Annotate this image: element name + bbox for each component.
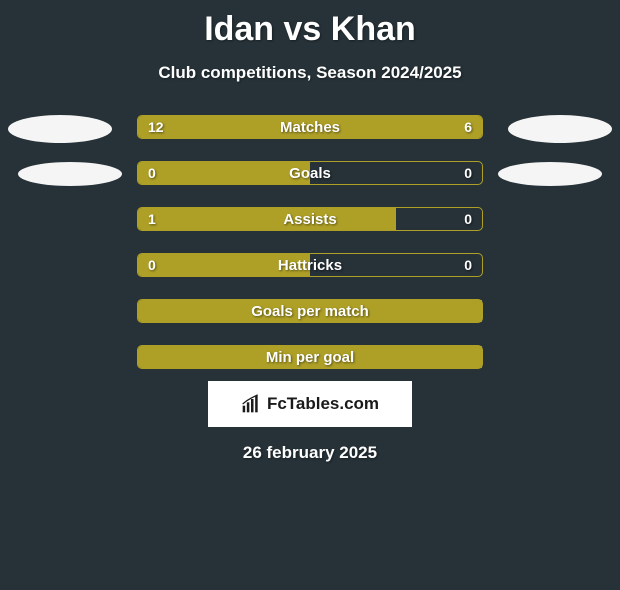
comparison-chart: Matches126Goals00Assists10Hattricks00Goa… <box>0 115 620 369</box>
stat-row: Hattricks00 <box>137 253 483 277</box>
stat-value-right: 6 <box>464 119 472 135</box>
bar-left <box>138 300 482 322</box>
bar-left <box>138 254 310 276</box>
stat-rows: Matches126Goals00Assists10Hattricks00Goa… <box>137 115 483 369</box>
bar-left <box>138 208 396 230</box>
stat-value-left: 0 <box>148 257 156 273</box>
player-right-avatar-1 <box>508 115 612 143</box>
stat-row: Min per goal <box>137 345 483 369</box>
bar-left <box>138 162 310 184</box>
logo-box: FcTables.com <box>208 381 412 427</box>
stat-row: Assists10 <box>137 207 483 231</box>
stat-row: Matches126 <box>137 115 483 139</box>
stat-row: Goals per match <box>137 299 483 323</box>
player-left-avatar-2 <box>18 162 122 186</box>
stat-value-right: 0 <box>464 165 472 181</box>
stat-value-right: 0 <box>464 257 472 273</box>
player-right-avatar-2 <box>498 162 602 186</box>
stat-row: Goals00 <box>137 161 483 185</box>
stat-value-right: 0 <box>464 211 472 227</box>
date-label: 26 february 2025 <box>0 443 620 463</box>
logo-text: FcTables.com <box>267 394 379 414</box>
stat-value-left: 0 <box>148 165 156 181</box>
bar-left <box>138 346 482 368</box>
stat-value-left: 12 <box>148 119 164 135</box>
bar-left <box>138 116 367 138</box>
stat-value-left: 1 <box>148 211 156 227</box>
page-title: Idan vs Khan <box>0 10 620 49</box>
page-subtitle: Club competitions, Season 2024/2025 <box>0 63 620 83</box>
fctables-logo-icon <box>241 394 261 414</box>
player-left-avatar-1 <box>8 115 112 143</box>
